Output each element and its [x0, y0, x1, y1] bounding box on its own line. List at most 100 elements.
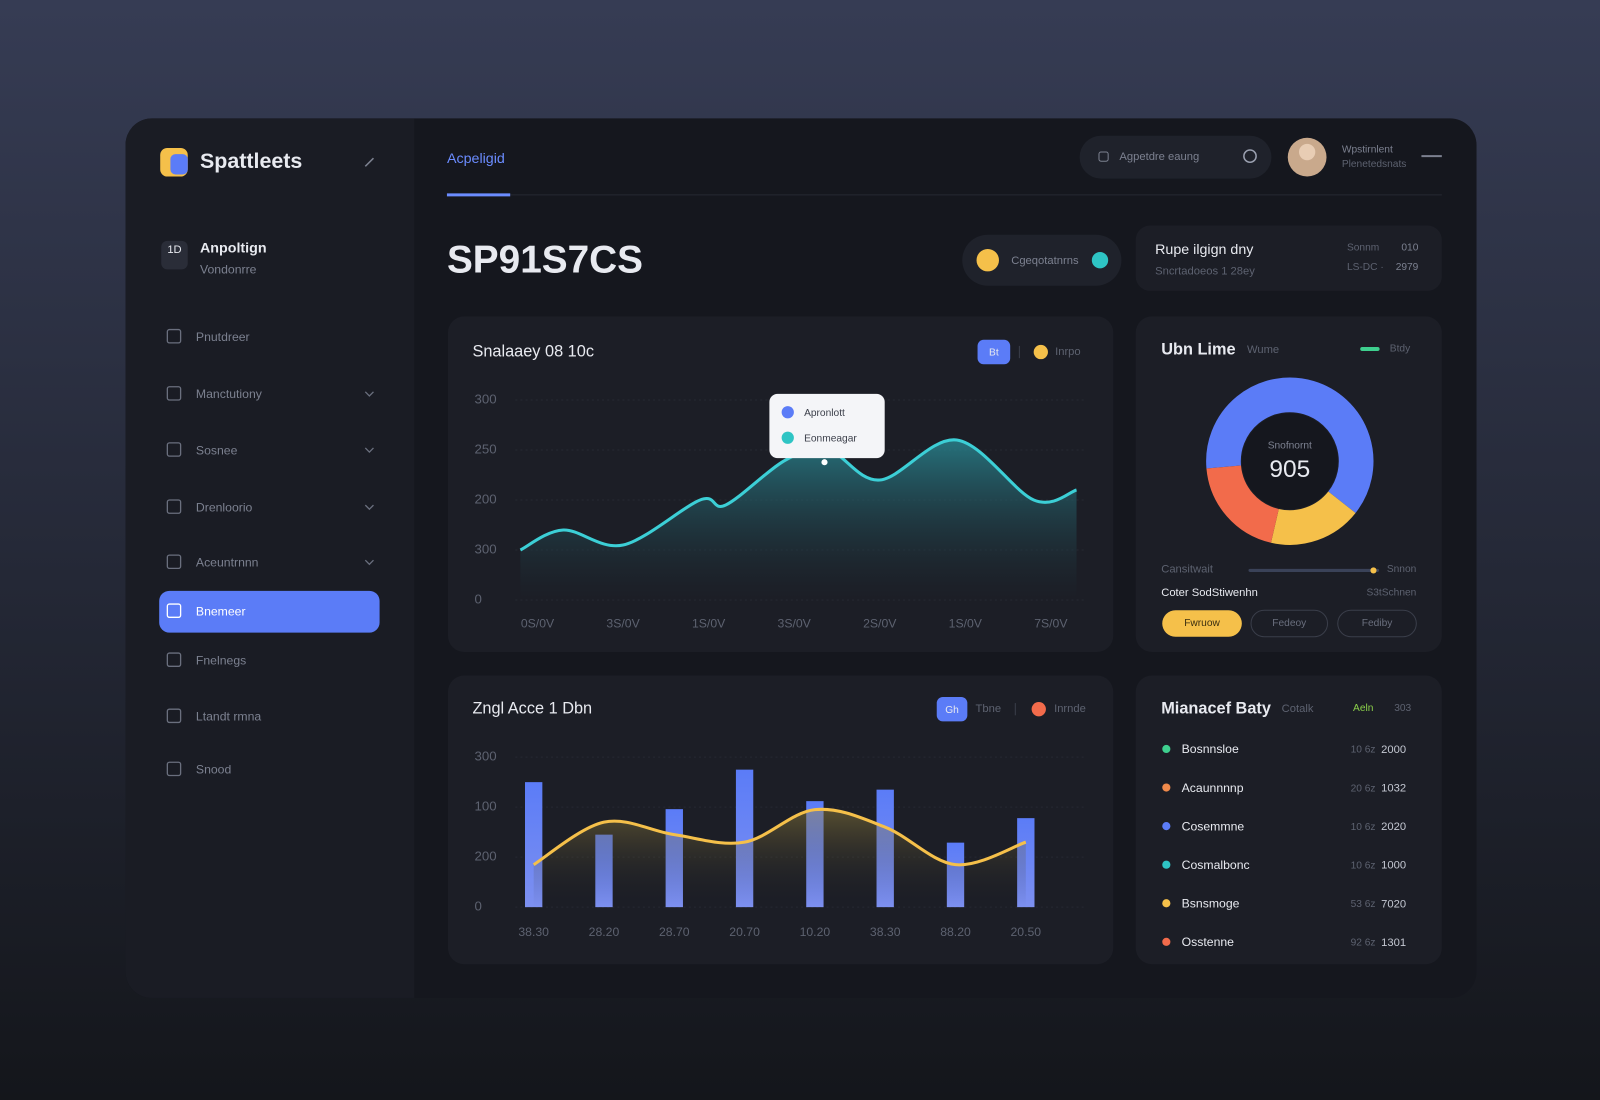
y-tick-label: 200	[474, 492, 496, 507]
nav-chevron[interactable]	[364, 504, 374, 511]
nav-item[interactable]: Fnelnegs	[196, 653, 246, 667]
row-dot	[1162, 899, 1171, 908]
row-dot	[1162, 860, 1171, 869]
stat-label: LS-DC ·	[1347, 262, 1384, 273]
chart-title: Snalaaey 08 10c	[472, 342, 594, 360]
x-tick-label: 0S/0V	[521, 617, 555, 631]
row-value: 7020	[1381, 898, 1406, 910]
tooltip-dot	[781, 431, 794, 444]
x-tick-label: 88.20	[940, 925, 971, 939]
donut-center-label: Snofnornt	[1268, 441, 1312, 452]
row-meta: 53 6z	[1351, 899, 1376, 910]
chart-badge[interactable]	[977, 339, 1011, 365]
row-meta: 10 6z	[1351, 860, 1376, 871]
x-tick-label: 20.50	[1011, 925, 1042, 939]
x-tick-label: 28.20	[589, 925, 620, 939]
nav-item[interactable]: Pnutdreer	[196, 330, 250, 344]
edit-icon[interactable]	[364, 157, 375, 167]
legend-label: Btdy	[1390, 344, 1411, 355]
list-status: Aeln	[1353, 703, 1373, 714]
progress-label: Coter SodStiwenhn	[1161, 587, 1258, 599]
nav-item[interactable]: Aceuntrnnn	[196, 555, 259, 569]
list-card	[1135, 675, 1442, 965]
search-icon[interactable]	[1243, 149, 1257, 164]
y-tick-label: 300	[474, 749, 496, 764]
x-tick-label: 10.20	[800, 925, 831, 939]
nav-chevron[interactable]	[364, 391, 374, 397]
nav-item[interactable]: Ltandt rmna	[196, 710, 261, 724]
x-tick-label: 1S/0V	[692, 617, 726, 631]
row-meta: 10 6z	[1351, 745, 1376, 756]
nav-icon	[166, 603, 182, 619]
legend-marker	[1360, 346, 1380, 352]
row-meta: 92 6z	[1351, 938, 1376, 949]
row-name: Bsnsmoge	[1182, 897, 1240, 911]
chart-badge-label: Gh	[945, 705, 959, 716]
nav-icon	[166, 708, 182, 724]
nav-item-active-bg[interactable]	[159, 590, 380, 633]
x-tick-label: 38.30	[518, 925, 549, 939]
donut-segment	[1206, 464, 1280, 543]
brand-name: Spattleets	[200, 149, 302, 173]
button-label[interactable]: Fedeoy	[1272, 618, 1307, 629]
nav-chevron[interactable]	[364, 559, 374, 566]
y-tick-label: 300	[474, 392, 496, 407]
row-name: Osstenne	[1182, 935, 1235, 949]
nav-item[interactable]: Snood	[196, 763, 232, 777]
y-tick-label: 200	[474, 849, 496, 864]
row-meta: 10 6z	[1351, 822, 1376, 833]
row-dot	[1162, 822, 1171, 831]
summary-card	[1135, 225, 1442, 291]
profile-name: Anpoltign	[200, 241, 267, 257]
nav-item[interactable]: Sosnee	[196, 443, 238, 457]
row-value: 1000	[1381, 860, 1406, 872]
nav-icon	[166, 499, 182, 514]
y-tick-label: 0	[474, 899, 481, 914]
nav-item[interactable]: Manctutiony	[196, 387, 263, 401]
chart-badge-label: Bt	[989, 348, 999, 359]
button-label[interactable]: Fwruow	[1184, 618, 1220, 629]
donut-title: Ubn Lime	[1161, 340, 1235, 358]
x-tick-label: 1S/0V	[949, 617, 983, 631]
stat-value: 010	[1401, 243, 1418, 254]
button-label[interactable]: Fediby	[1362, 618, 1393, 629]
row-name: Acaunnnnp	[1182, 781, 1244, 795]
legend-marker	[1033, 344, 1048, 360]
row-value: 2020	[1381, 821, 1406, 833]
nav-chevron[interactable]	[364, 447, 374, 453]
stat-label: Sonnm	[1347, 243, 1379, 254]
legend-marker	[1031, 702, 1046, 717]
search-box[interactable]	[1079, 135, 1272, 179]
donut-segment	[1270, 490, 1356, 545]
nav-icon	[166, 554, 182, 570]
user-role: Plenetedsnats	[1342, 159, 1407, 170]
profile-avatar	[161, 240, 188, 270]
header-tab[interactable]: Acpeligid	[447, 151, 505, 167]
x-tick-label: 38.30	[870, 925, 901, 939]
legend-label: Inrpo	[1055, 346, 1081, 358]
nav-icon	[166, 442, 182, 457]
search-prefix-icon	[1098, 151, 1109, 162]
button[interactable]	[1250, 609, 1329, 638]
nav-item[interactable]: Drenloorio	[196, 500, 253, 514]
button[interactable]	[1162, 610, 1242, 637]
chart-badge[interactable]	[936, 696, 968, 722]
list-subtitle: Cotalk	[1282, 703, 1314, 715]
list-title: Mianacef Baty	[1161, 699, 1271, 717]
x-tick-label: 7S/0V	[1034, 617, 1068, 631]
status-label: Cgeqotatnrns	[1011, 255, 1079, 267]
progress-knob	[1370, 567, 1377, 574]
row-dot	[1162, 744, 1171, 754]
row-value: 2000	[1381, 744, 1406, 756]
y-tick-label: 0	[474, 592, 481, 607]
nav-item[interactable]: Bnemeer	[196, 604, 246, 618]
tooltip-dot	[781, 406, 794, 419]
button[interactable]	[1337, 609, 1417, 638]
line-area	[533, 809, 1026, 908]
area-line	[519, 438, 1078, 552]
stat-value: 2979	[1396, 262, 1419, 273]
row-dot	[1162, 783, 1171, 792]
